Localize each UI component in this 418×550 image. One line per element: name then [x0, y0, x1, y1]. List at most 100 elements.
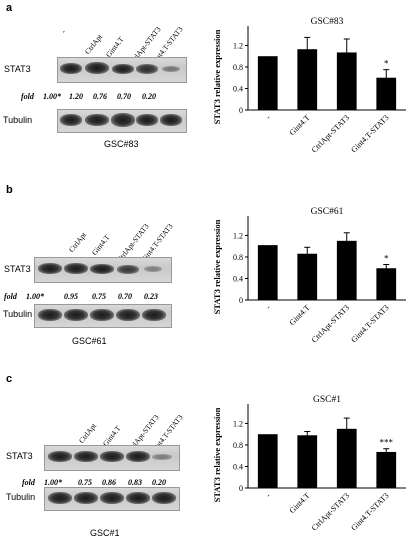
- significance-marker: *: [384, 253, 389, 263]
- band: [90, 309, 114, 321]
- fold-value: 0.95: [64, 292, 78, 301]
- y-tick-label: 0: [239, 296, 243, 305]
- fold-value: 0.86: [102, 478, 116, 487]
- band: [111, 113, 135, 127]
- lane-label: CtrlApt: [66, 230, 89, 254]
- band: [117, 265, 139, 274]
- fold-value: 1.00*: [43, 92, 61, 101]
- fold-value: 0.23: [144, 292, 158, 301]
- band: [136, 114, 158, 126]
- significance-marker: *: [384, 59, 389, 69]
- band: [74, 451, 98, 462]
- lane-label: CtrlApt: [82, 32, 105, 56]
- band: [38, 309, 62, 321]
- blot-row-label: Tubulin: [3, 309, 33, 319]
- fold-row: fold 1.00* 0.95 0.75 0.70 0.23: [4, 292, 158, 301]
- panel-letter-c: c: [6, 373, 13, 385]
- chart-title: GSC#61: [311, 207, 344, 217]
- band: [100, 451, 124, 462]
- lane-label: Gint4.T: [89, 232, 112, 257]
- y-tick-label: 0.4: [233, 462, 243, 471]
- fold-label: fold: [21, 92, 34, 101]
- fold-value: 0.20: [142, 92, 156, 101]
- x-tick-label: -: [264, 113, 272, 121]
- band: [126, 451, 150, 462]
- blot-row-label: STAT3: [4, 64, 31, 74]
- band: [144, 266, 162, 272]
- lane-label: -: [58, 27, 68, 35]
- y-axis-label: STAT3 relative expression: [212, 407, 222, 502]
- band: [85, 114, 109, 126]
- bar: [257, 434, 278, 488]
- y-tick-label: 0.8: [233, 441, 243, 450]
- chart-title: GSC#1: [313, 395, 341, 405]
- blot-row-label: Tubulin: [3, 115, 33, 125]
- y-tick-label: 0: [239, 484, 243, 493]
- band: [90, 264, 114, 274]
- y-axis-label: STAT3 relative expression: [212, 29, 222, 124]
- cell-line-label: GSC#1: [90, 528, 120, 538]
- bar-chart-c: GSC#1 STAT3 relative expression 0 0.4 0.8 1.2…: [212, 395, 406, 532]
- band: [38, 263, 62, 274]
- fold-value: 1.00*: [44, 478, 62, 487]
- western-blot-b: - CtrlApt Gint4.T CtrlApt-STAT3 Gint4.T-…: [0, 182, 200, 346]
- band: [162, 66, 180, 72]
- x-tick-label: CtrlApt-STAT3: [310, 491, 351, 532]
- fold-label: fold: [4, 292, 17, 301]
- y-tick-label: 0.4: [233, 274, 243, 283]
- y-tick-label: 0.8: [233, 63, 243, 72]
- band: [100, 492, 124, 504]
- x-tick-label: Gint4.T-STAT3: [349, 491, 390, 532]
- bar: [376, 268, 397, 300]
- y-axis-label: STAT3 relative expression: [212, 219, 222, 314]
- x-tick-label: Gint4.T-STAT3: [349, 303, 390, 344]
- blot-row-label: STAT3: [6, 451, 33, 461]
- band: [126, 492, 150, 504]
- significance-marker: ***: [380, 438, 394, 448]
- fold-row: fold 1.00* 1.20 0.76 0.70 0.20: [21, 92, 156, 101]
- bar: [297, 435, 318, 488]
- band: [160, 114, 182, 126]
- cell-line-label: GSC#61: [72, 336, 107, 346]
- blot-row-label: STAT3: [4, 264, 31, 274]
- fold-value: 0.20: [152, 478, 166, 487]
- bar: [257, 56, 278, 110]
- fold-value: 0.70: [118, 292, 132, 301]
- x-tick-label: Gint4.T: [288, 113, 312, 137]
- bar: [376, 451, 397, 488]
- band: [48, 451, 72, 462]
- band: [60, 63, 82, 74]
- y-tick-label: 0.8: [233, 253, 243, 262]
- band: [64, 309, 88, 321]
- y-tick-label: 1.2: [233, 419, 243, 428]
- lane-label: CtrlApt: [76, 421, 99, 445]
- fold-row: fold 1.00* 0.75 0.86 0.83 0.20: [22, 478, 166, 487]
- x-tick-label: Gint4.T: [288, 491, 312, 515]
- cell-line-label: GSC#83: [104, 139, 139, 149]
- bar: [336, 240, 357, 300]
- x-tick-label: CtrlApt-STAT3: [310, 303, 351, 344]
- fold-value: 1.20: [69, 92, 83, 101]
- y-tick-label: 0.4: [233, 84, 243, 93]
- fold-value: 0.75: [92, 292, 106, 301]
- x-tick-label: -: [264, 491, 272, 499]
- bar: [297, 49, 318, 110]
- band: [74, 492, 98, 504]
- band: [48, 492, 72, 504]
- band: [142, 309, 166, 321]
- bar: [336, 52, 357, 110]
- y-tick-label: 0: [239, 106, 243, 115]
- fold-label: fold: [22, 478, 35, 487]
- x-tick-label: -: [264, 303, 272, 311]
- bar: [336, 428, 357, 488]
- fold-value: 0.83: [128, 478, 142, 487]
- band: [116, 309, 140, 321]
- fold-value: 0.75: [78, 478, 92, 487]
- band: [85, 62, 109, 74]
- band: [64, 263, 88, 274]
- bar-chart-a: GSC#83 STAT3 relative expression 0 0.4 0.8 1.…: [212, 17, 406, 154]
- western-blot-a: - CtrlApt Gint4.T CtrlApt-STAT3 Gint4.T-…: [0, 0, 200, 150]
- band: [152, 454, 172, 460]
- band: [136, 64, 158, 74]
- band: [152, 492, 176, 504]
